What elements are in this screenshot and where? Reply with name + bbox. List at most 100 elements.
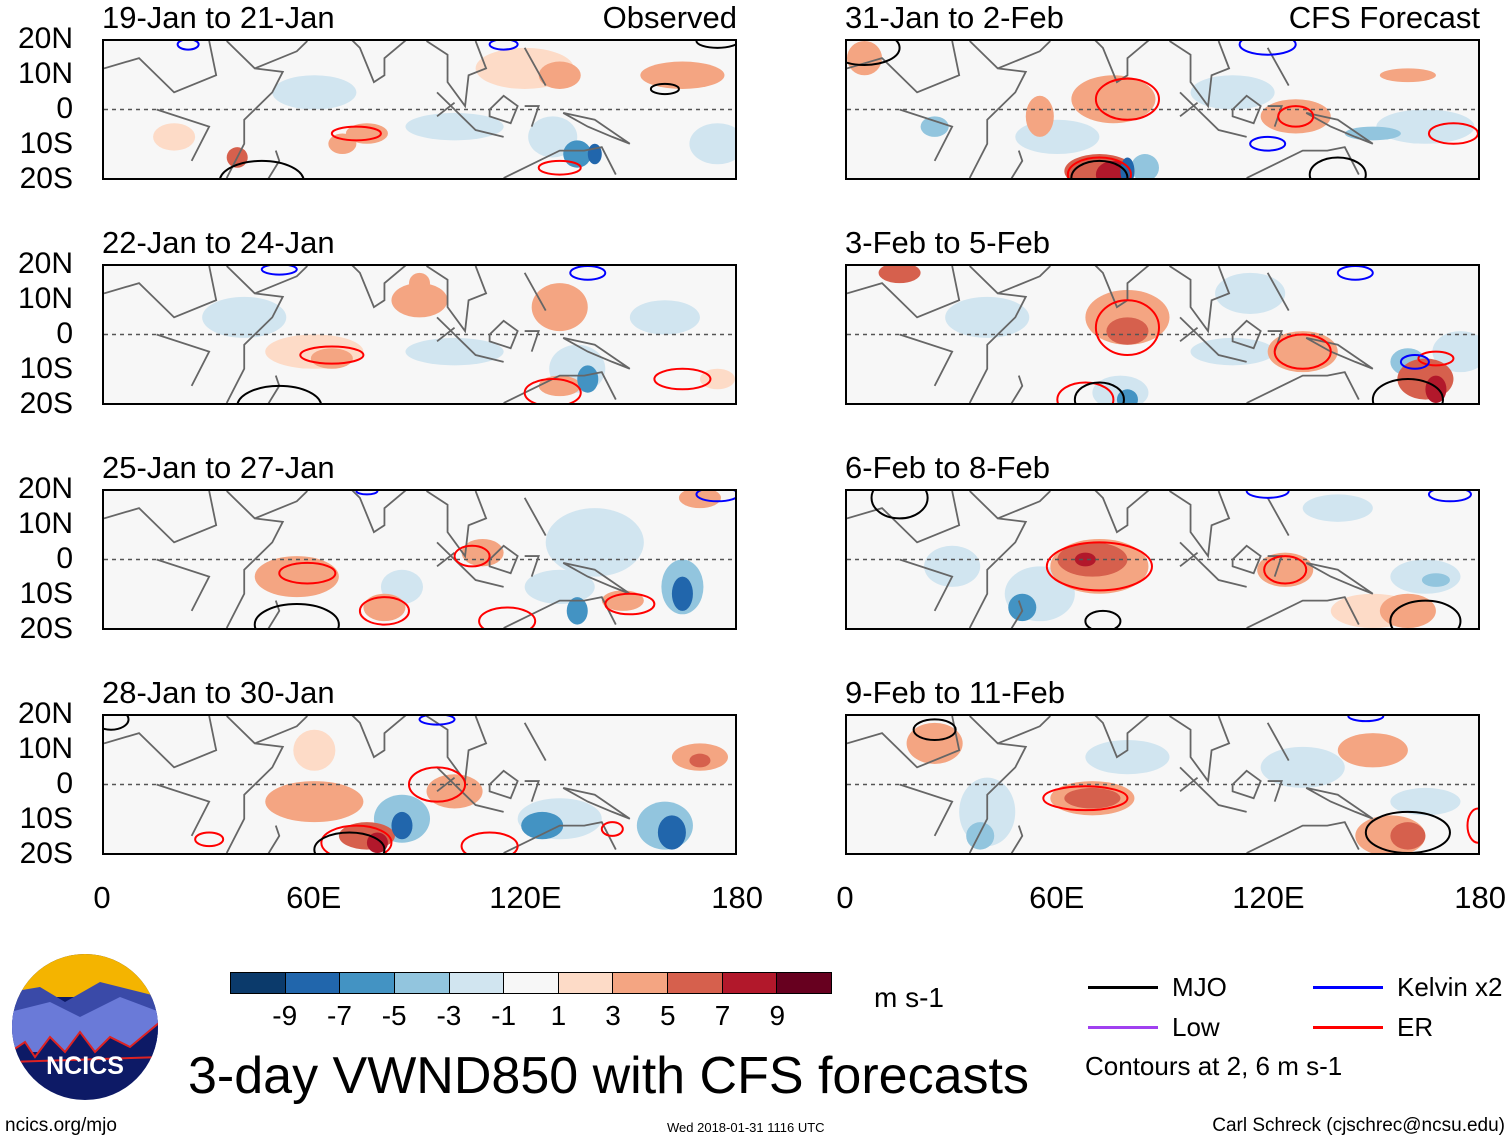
kelvin-contour [1348,716,1383,721]
er-contour [332,127,381,141]
anomaly-region [1025,95,1054,137]
kelvin-contour [1429,491,1471,501]
er-contour [1467,808,1478,842]
colorbar-tick-label: 9 [769,1000,786,1031]
mjo-contour [1373,379,1443,403]
anomaly-region [678,491,721,509]
map-panel [845,39,1480,180]
lat-tick-label: 0 [56,542,73,575]
lat-tick-label: 10N [17,507,73,540]
mjo-contour [696,41,735,48]
mjo-contour [1071,161,1127,178]
mjo-contour [1366,812,1450,853]
panel-title: 28-Jan to 30-Jan [102,675,335,710]
timestamp: Wed 2018-01-31 1116 UTC [667,1120,825,1135]
lat-tick-label: 20S [19,162,73,195]
anomaly-region [1085,739,1170,775]
lat-tick-label: 0 [56,317,73,350]
kelvin-contour [490,41,518,50]
mjo-contour [847,41,900,65]
colorbar-swatch [394,973,450,993]
anomaly-region [1215,272,1286,314]
panel-title: 19-Jan to 21-Jan [102,0,335,35]
colorbar-swatch [558,973,614,993]
legend-label: ER [1397,1012,1434,1042]
map-panel [845,714,1480,855]
er-contour [1057,382,1113,403]
colorbar-tick-label: 5 [660,1000,676,1031]
er-contour [602,822,623,836]
kelvin-contour [570,266,605,280]
legend-label: MJO [1172,972,1227,1002]
anomaly-region [1432,331,1478,373]
mjo-contour [220,161,304,178]
anomaly-region [345,123,388,144]
lat-tick-label: 10N [17,57,73,90]
anomaly-region [699,368,735,390]
contours-note: Contours at 2, 6 m s-1 [1085,1051,1343,1081]
mjo-contour [651,84,679,94]
ncics-logo: NCICS [12,954,158,1100]
er-contour [195,832,223,846]
er-contour [525,379,581,403]
anomaly-region [538,61,581,89]
anomaly-region [363,593,406,622]
anomaly-region [524,569,595,605]
map-panel [845,489,1480,630]
kelvin-contour [1240,41,1296,55]
lat-tick-label: 20N [17,472,73,505]
colorbar-swatch [340,973,395,993]
lon-tick-label: 180 [711,880,763,915]
logo-text: NCICS [46,1052,124,1080]
colorbar-swatch [285,973,341,993]
panel-title: 3-Feb to 5-Feb [845,225,1051,260]
anomaly-region [1376,109,1475,144]
anomaly-region [296,562,332,584]
map-panel [102,489,737,630]
anomaly-region [629,300,700,335]
er-contour [360,597,409,624]
er-contour [1429,123,1478,144]
forecast-label: CFS Forecast [1288,0,1480,35]
kelvin-contour [1338,266,1373,280]
kelvin-contour [420,716,455,725]
anomaly-region [1074,552,1096,567]
mjo-contour [314,832,384,853]
anomaly-region [1260,746,1345,788]
anomaly-region [391,283,448,318]
colorbar-tick-label: -3 [436,1000,462,1031]
legend-line-mjo [1088,986,1158,989]
anomaly-region [671,576,693,611]
anomaly-region [202,296,287,338]
anomaly-region [657,815,686,850]
legend-line-low [1088,1026,1158,1029]
mjo-contour [1390,601,1460,628]
map-panel [102,39,737,180]
panel-title: 31-Jan to 2-Feb [845,0,1064,35]
mjo-contour [914,719,956,740]
lon-tick-label: 120E [1232,880,1305,915]
coastline [847,716,1373,853]
anomaly-region [640,61,725,89]
anomaly-region [408,272,431,294]
lon-tick-label: 180 [1454,880,1506,915]
lat-tick-label: 20N [17,247,73,280]
colorbar [230,972,832,994]
coastline [847,266,1373,403]
source-link[interactable]: ncics.org/mjo [5,1115,117,1136]
lat-tick-label: 0 [56,92,73,125]
anomaly-region [1390,787,1461,816]
er-contour [1096,300,1159,355]
anomaly-region [1379,593,1436,628]
anomaly-region [1267,331,1338,373]
colorbar-swatch [668,973,723,993]
units-label: m s-1 [874,982,944,1013]
anomaly-region [1344,126,1401,141]
anomaly-region [521,811,564,840]
anomaly-region [272,75,357,110]
er-contour [455,546,490,567]
panel-title: 6-Feb to 8-Feb [845,450,1051,485]
colorbar-swatch [722,973,778,993]
map-panel [845,264,1480,405]
